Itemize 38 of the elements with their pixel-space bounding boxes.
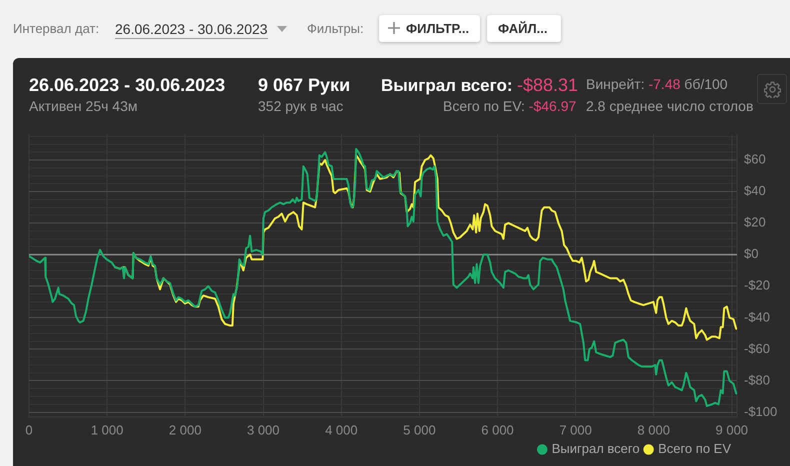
y-tick-label: $0 — [744, 246, 758, 262]
x-tick-label: 2 000 — [168, 422, 202, 438]
text: Выиграл всего: — [381, 76, 513, 95]
text: Всего по EV: — [443, 98, 525, 114]
text: Фильтры: — [307, 20, 364, 38]
text: бб/100 — [684, 76, 728, 92]
x-tick-label: 3 000 — [246, 422, 280, 438]
text: 9 067 Руки — [258, 74, 350, 96]
text: -$88.31 — [516, 75, 578, 95]
text: 26.06.2023 - 30.06.2023 — [115, 20, 268, 39]
y-tick-label: $60 — [744, 152, 766, 167]
chart-subtitle: Активен 25ч 43м — [29, 98, 138, 115]
x-tick-label: 7 000 — [559, 422, 592, 438]
y-tick-label: -$100 — [744, 404, 778, 419]
y-tick-label: $20 — [744, 214, 766, 230]
x-tick-label: 9 000 — [715, 422, 748, 438]
y-tick-label: -$40 — [744, 309, 770, 324]
legend-label: Всего по EV — [658, 441, 732, 456]
y-tick-label: -$80 — [744, 372, 770, 388]
y-tick-label: -$60 — [744, 340, 770, 356]
x-tick-label: 5 000 — [403, 422, 436, 438]
file-button: ФАЙЛ... — [487, 15, 561, 42]
text: 2.8 среднее число столов — [586, 98, 754, 115]
text: Винрейт: — [586, 76, 645, 92]
y-tick-label: -$20 — [744, 278, 770, 293]
text: -7.48 — [648, 76, 680, 92]
y-tick-label: $40 — [744, 183, 766, 198]
text: 352 рук в час — [258, 98, 344, 115]
text: Интервал дат: — [13, 20, 100, 38]
chart-title: 26.06.2023 - 30.06.2023 — [29, 74, 226, 96]
x-tick-label: 0 — [25, 422, 33, 438]
x-tick-label: 1 000 — [90, 422, 124, 438]
text: -$46.97 — [528, 98, 576, 114]
x-tick-label: 6 000 — [481, 422, 514, 438]
x-tick-label: 4 000 — [325, 422, 358, 438]
filter-button: ФИЛЬТР... — [379, 15, 480, 42]
legend-label: Выиграл всего — [552, 441, 640, 456]
x-tick-label: 8 000 — [637, 422, 670, 438]
